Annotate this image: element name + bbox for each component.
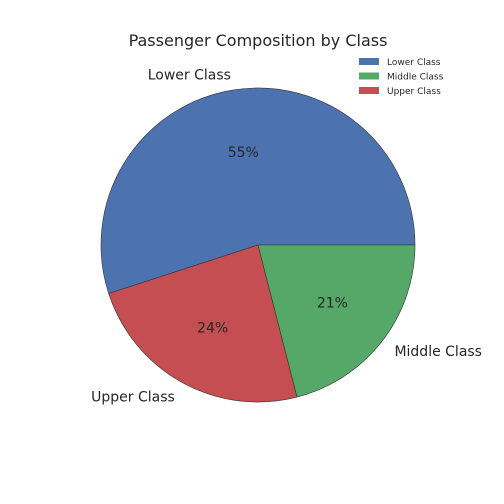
- legend-label-upper-class: Upper Class: [387, 87, 441, 97]
- legend-swatch-upper-class: [359, 87, 379, 94]
- legend: Lower Class Middle Class Upper Class: [359, 58, 444, 97]
- legend-label-middle-class: Middle Class: [387, 73, 444, 83]
- percent-label-lower-class: 55%: [228, 145, 259, 161]
- percent-label-upper-class: 24%: [197, 321, 228, 337]
- category-label-lower-class: Lower Class: [148, 67, 231, 83]
- pie-labels: 55% Lower Class 24% Upper Class 21% Middle Cl…: [91, 67, 482, 405]
- slice-upper-class: [108, 244, 298, 403]
- legend-swatch-lower-class: [359, 58, 379, 65]
- slice-middle-class: [257, 244, 416, 398]
- chart-title: Passenger Composition by Class: [129, 31, 388, 50]
- pie-slices: [100, 87, 416, 403]
- percent-label-middle-class: 21%: [317, 296, 348, 312]
- category-label-upper-class: Upper Class: [91, 389, 175, 405]
- legend-label-lower-class: Lower Class: [387, 58, 441, 68]
- category-label-middle-class: Middle Class: [394, 344, 482, 360]
- legend-swatch-middle-class: [359, 72, 379, 80]
- slice-lower-class: [100, 87, 416, 294]
